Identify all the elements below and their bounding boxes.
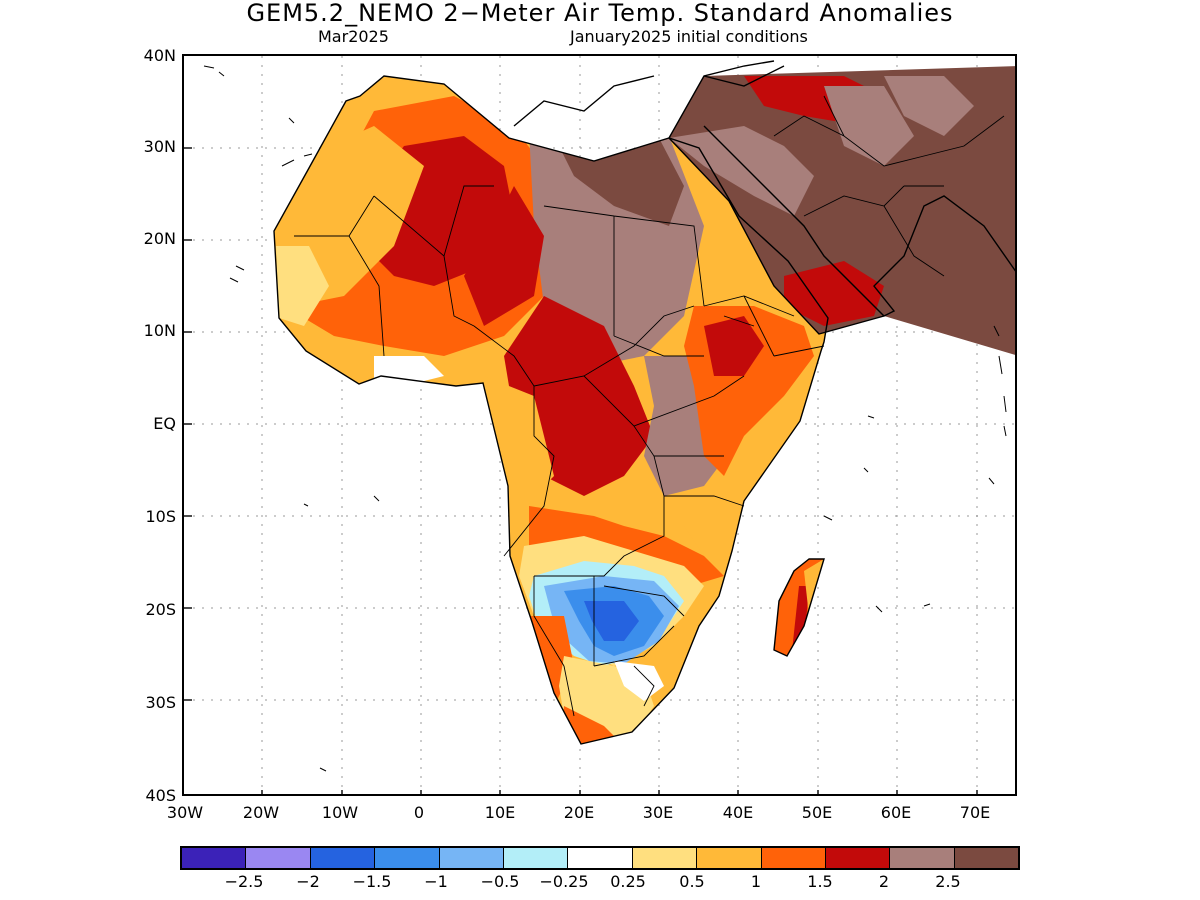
legend-label-6: −0.25: [539, 872, 589, 891]
legend-label-7: 0.25: [610, 872, 646, 891]
legend-label-4: −1: [424, 872, 448, 891]
legend-label-8: 0.5: [679, 872, 705, 891]
lon-tick-30w: 30W: [166, 803, 204, 822]
lat-tick-10s: 10S: [145, 507, 176, 526]
initial-conditions: January2025 initial conditions: [570, 27, 808, 46]
legend-swatch-2: [246, 848, 311, 868]
anomaly-map: [184, 56, 1015, 794]
legend-swatch-1: [182, 848, 247, 868]
legend-label-5: −0.5: [480, 872, 520, 891]
lat-tick-20s: 20S: [145, 600, 176, 619]
lon-tick-60e: 60E: [880, 803, 912, 822]
lat-tick-20n: 20N: [143, 229, 176, 248]
legend-label-11: 2: [878, 872, 890, 891]
map-title: GEM5.2_NEMO 2−Meter Air Temp. Standard A…: [246, 0, 954, 27]
legend-label-12: 2.5: [935, 872, 961, 891]
country-borders: [294, 95, 1005, 717]
lat-tick-30n: 30N: [143, 137, 176, 156]
lat-tick-40n: 40N: [143, 46, 176, 65]
forecast-month: Mar2025: [318, 27, 389, 46]
legend-swatch-5: [439, 848, 504, 868]
lat-tick-40s: 40S: [145, 786, 176, 805]
legend-label-3: −1.5: [352, 872, 392, 891]
legend-swatch-11: [825, 848, 891, 868]
color-legend: [180, 846, 1020, 870]
legend-swatch-7: [568, 848, 633, 868]
lon-tick-0: 0: [413, 803, 425, 822]
legend-swatch-12: [890, 848, 955, 868]
lat-tick-10n: 10N: [143, 321, 176, 340]
lon-tick-10e: 10E: [484, 803, 516, 822]
legend-swatch-13: [954, 848, 1019, 868]
map-axis-ticks: [184, 147, 978, 794]
lon-tick-40e: 40E: [722, 803, 754, 822]
lat-tick-30s: 30S: [145, 693, 176, 712]
legend-swatch-4: [375, 848, 440, 868]
lon-tick-10w: 10W: [321, 803, 359, 822]
lon-tick-70e: 70E: [959, 803, 991, 822]
legend-swatch-10: [761, 848, 826, 868]
scattered-islands: [203, 65, 1007, 772]
lon-tick-20w: 20W: [242, 803, 280, 822]
lon-tick-20e: 20E: [563, 803, 595, 822]
legend-swatch-6: [503, 848, 569, 868]
map-frame: [182, 54, 1017, 796]
lat-tick-eq: EQ: [153, 414, 176, 433]
legend-label-2: −2: [296, 872, 320, 891]
lon-tick-30e: 30E: [642, 803, 674, 822]
coastlines: [273, 60, 1015, 745]
lon-tick-50e: 50E: [801, 803, 833, 822]
legend-label-10: 1.5: [807, 872, 833, 891]
legend-swatch-9: [697, 848, 762, 868]
legend-label-1: −2.5: [224, 872, 264, 891]
legend-label-9: 1: [750, 872, 762, 891]
legend-swatch-3: [310, 848, 376, 868]
legend-swatch-8: [632, 848, 698, 868]
